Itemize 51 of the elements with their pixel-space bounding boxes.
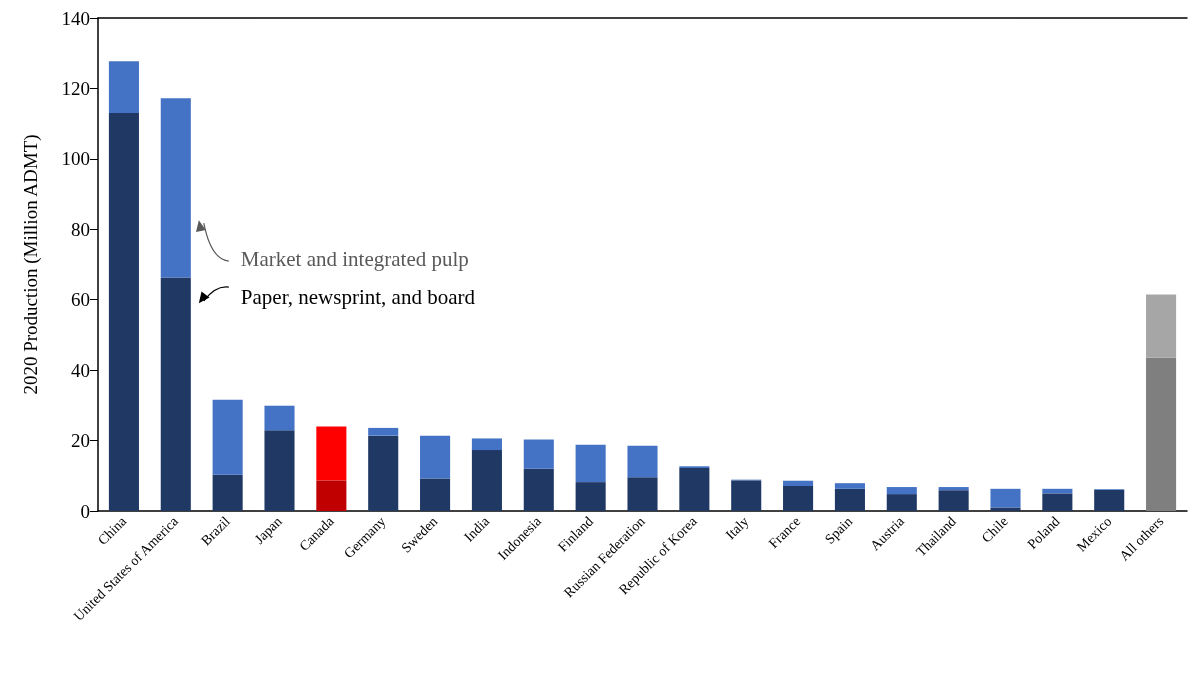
bar	[471, 450, 502, 511]
bar	[679, 468, 710, 511]
bar	[264, 405, 295, 431]
bar	[368, 435, 399, 511]
bar	[420, 435, 451, 479]
bar	[938, 487, 969, 491]
bar	[575, 444, 606, 483]
y-tick-label: 20	[71, 430, 90, 452]
y-tick-label: 100	[61, 148, 90, 170]
bar	[1146, 357, 1177, 511]
bar	[886, 494, 917, 511]
text: Market and integrated pulp	[240, 246, 469, 271]
bar	[731, 480, 762, 511]
x-tick-label: Italy	[722, 513, 752, 543]
bar	[1094, 489, 1125, 511]
y-axis-title: 2020 Production (Million ADMT)	[20, 134, 42, 395]
bar	[212, 474, 243, 511]
text: Paper, newsprint, and board	[240, 284, 476, 309]
bar	[834, 488, 865, 511]
bar	[990, 488, 1021, 508]
x-tick-label: India	[461, 513, 493, 545]
y-tick-label: 40	[71, 359, 90, 381]
bar	[783, 480, 814, 486]
bar	[783, 486, 814, 511]
bar	[886, 487, 917, 495]
bar	[420, 478, 451, 511]
y-tick-label: 0	[80, 500, 90, 522]
bar	[575, 482, 606, 511]
bar	[316, 426, 347, 481]
y-tick-label: 80	[71, 218, 90, 240]
bar	[627, 445, 658, 478]
bar	[316, 480, 347, 511]
bar	[160, 98, 191, 278]
y-tick-label: 140	[61, 7, 90, 29]
bar	[627, 477, 658, 511]
bar	[523, 468, 554, 511]
bar	[1146, 294, 1177, 358]
bar	[108, 113, 139, 511]
bar	[368, 427, 399, 436]
bar	[264, 430, 295, 511]
bar	[1042, 493, 1073, 511]
y-tick-label: 120	[61, 77, 90, 99]
bar	[990, 507, 1021, 511]
bar	[108, 61, 139, 114]
bar	[834, 483, 865, 489]
bar	[212, 399, 243, 475]
bar	[938, 490, 969, 511]
y-tick-label: 60	[71, 289, 90, 311]
bar	[471, 438, 502, 451]
bar	[523, 439, 554, 469]
bar	[160, 277, 191, 511]
